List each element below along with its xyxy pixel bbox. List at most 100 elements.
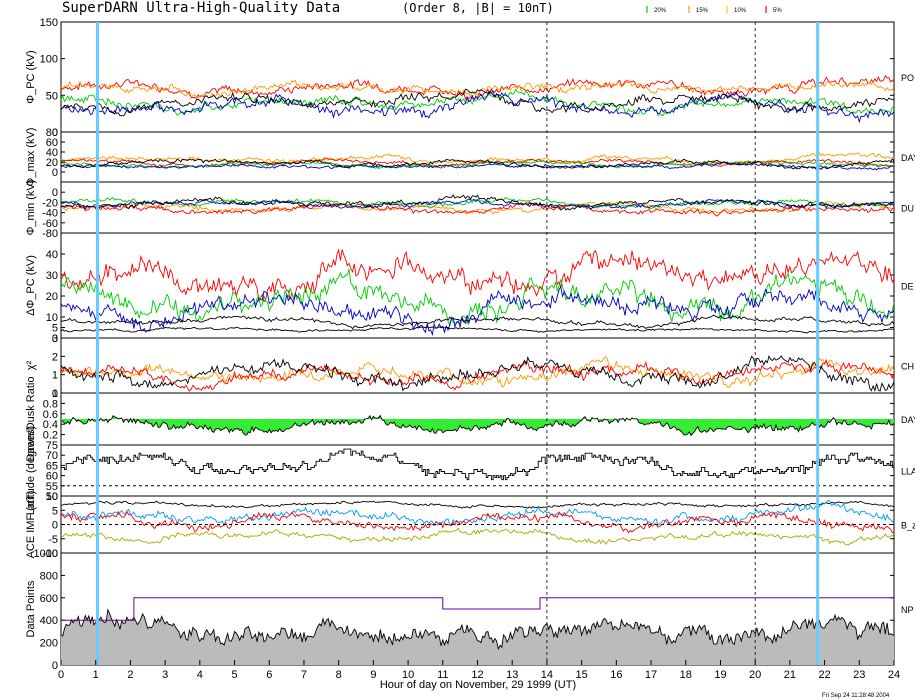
x-tick-label: 17 xyxy=(645,669,657,681)
y-tick-label: -60 xyxy=(42,218,58,230)
y-tick-label: 5 xyxy=(52,505,58,517)
y-tick-label: -20 xyxy=(42,197,58,209)
y-tick-label: 1 xyxy=(52,388,58,400)
y-tick-label: 600 xyxy=(40,593,58,605)
x-axis-label: Hour of day on November, 29 1999 (UT) xyxy=(380,679,576,691)
y-tick-label: 55 xyxy=(46,481,58,493)
y-axis-label: Φ_min (kV) xyxy=(25,180,37,236)
y-tick-label: 80 xyxy=(46,127,58,139)
x-tick-label: 24 xyxy=(888,669,900,681)
series-line xyxy=(60,326,895,334)
panel-phi_pc: 0 50 100 150 Φ_PC (kV) PO xyxy=(25,17,914,139)
y-tick-label: 200 xyxy=(40,638,58,650)
series-line xyxy=(60,356,895,389)
y-tick-label: -5 xyxy=(48,534,58,546)
y-tick-label: 150 xyxy=(40,17,58,29)
x-tick-label: 3 xyxy=(162,669,168,681)
y-tick-label: 0 xyxy=(52,333,58,345)
y-tick-label: 20 xyxy=(46,291,58,303)
panel-right-label: LLA xyxy=(901,467,915,477)
y-axis-label: Data Points xyxy=(25,580,37,637)
series-line xyxy=(61,448,895,481)
panel-npnt: 0 200 400 600 800 1000 Data Points NP xyxy=(25,548,914,672)
series-line xyxy=(60,248,895,303)
series-line xyxy=(60,161,895,171)
series-line xyxy=(60,268,895,327)
series-line xyxy=(60,608,895,651)
y-tick-label: 65 xyxy=(46,460,58,472)
series-line xyxy=(60,194,895,211)
y-tick-label: 0 xyxy=(52,660,58,672)
y-tick-label: 75 xyxy=(46,440,58,452)
series-line xyxy=(60,358,895,392)
x-tick-label: 13 xyxy=(506,669,518,681)
y-tick-label: 0.6 xyxy=(43,409,58,421)
y-tick-label: 70 xyxy=(46,450,58,462)
y-tick-label: 100 xyxy=(40,54,58,66)
x-tick-label: 1 xyxy=(93,669,99,681)
series-line xyxy=(61,500,895,509)
y-tick-label: 1 xyxy=(52,370,58,382)
footer-timestamp: Fri Sep 24 11:28:48 2004 xyxy=(822,693,890,699)
y-tick-label: 60 xyxy=(46,471,58,483)
x-tick-label: 22 xyxy=(818,669,830,681)
series-line xyxy=(60,88,895,117)
panel-right-label: DE xyxy=(901,282,914,292)
series-line xyxy=(60,285,895,337)
y-axis-label: ACE IMF (nT) xyxy=(25,491,37,559)
x-tick-label: 6 xyxy=(266,669,272,681)
legend-label: 20% xyxy=(654,8,667,14)
x-tick-label: 15 xyxy=(576,669,588,681)
y-tick-label: 50 xyxy=(46,491,58,503)
x-tick-label: 12 xyxy=(471,669,483,681)
y-tick-label: 30 xyxy=(46,270,58,282)
x-tick-label: 14 xyxy=(541,669,553,681)
x-tick-label: 10 xyxy=(402,669,414,681)
x-tick-label: 19 xyxy=(714,669,726,681)
y-axis-label: Latitude (degrees) xyxy=(25,426,37,515)
x-tick-label: 11 xyxy=(437,669,448,681)
y-tick-label: -10 xyxy=(42,548,58,560)
y-tick-label: 10 xyxy=(46,312,58,324)
series-line xyxy=(60,314,895,330)
y-tick-label: 0 xyxy=(52,187,58,199)
y-tick-label: 60 xyxy=(46,137,58,149)
y-tick-label: 10 xyxy=(46,491,58,503)
panel-right-label: NP xyxy=(901,605,914,615)
y-tick-label: 0 xyxy=(52,388,58,400)
x-tick-label: 4 xyxy=(197,669,203,681)
y-axis-label: Φ_max (kV) xyxy=(25,128,37,187)
y-tick-label: 0 xyxy=(52,520,58,532)
area-fill xyxy=(61,609,894,665)
y-axis-label: Φ_PC (kV) xyxy=(25,50,37,103)
y-tick-label: 0.8 xyxy=(43,398,58,410)
legend-label: 10% xyxy=(734,8,747,14)
y-axis-label: χ² xyxy=(25,360,37,370)
y-tick-label: 0 xyxy=(52,167,58,179)
panel-frame xyxy=(60,131,895,183)
y-tick-label: -80 xyxy=(42,228,58,240)
x-tick-label: 9 xyxy=(370,669,376,681)
panel-frame xyxy=(60,21,895,133)
y-tick-label: 800 xyxy=(40,570,58,582)
x-tick-label: 7 xyxy=(301,669,307,681)
series-line xyxy=(60,79,895,99)
y-tick-label: 5 xyxy=(52,323,58,335)
panel-right-label: PO xyxy=(901,73,914,83)
legend-label: 15% xyxy=(696,8,709,14)
series-line xyxy=(60,499,895,527)
y-tick-label: 400 xyxy=(40,615,58,627)
panel-ratio: 0.20.40.60.81 Dawn/Dusk Ratio DAY xyxy=(25,377,915,462)
chart-title: SuperDARN Ultra-High-Quality Data xyxy=(62,0,340,16)
panel-right-label: DAY xyxy=(901,415,915,425)
panel-right-label: DU xyxy=(901,204,914,214)
panel-right-label: DAY xyxy=(901,153,915,163)
y-tick-label: 1000 xyxy=(34,548,58,560)
y-tick-label: 40 xyxy=(46,249,58,261)
y-tick-label: 50 xyxy=(46,90,58,102)
x-tick-label: 21 xyxy=(784,669,796,681)
